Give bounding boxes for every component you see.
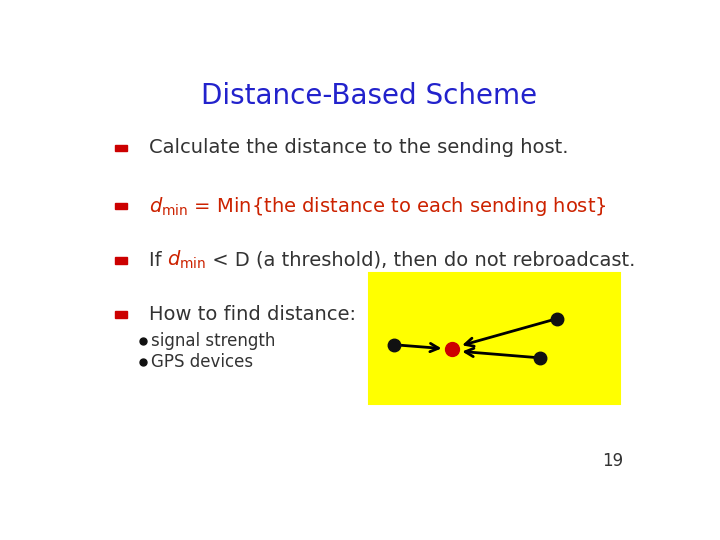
Text: < D (a threshold), then do not rebroadcast.: < D (a threshold), then do not rebroadca… [207, 251, 636, 269]
Text: $\mathit{d}_{\mathrm{min}}$ = Min{the distance to each sending host}: $\mathit{d}_{\mathrm{min}}$ = Min{the di… [148, 195, 606, 218]
Text: signal strength: signal strength [151, 332, 276, 350]
Text: 19: 19 [602, 452, 623, 470]
Bar [114, 257, 127, 264]
Bar [369, 273, 620, 404]
Text: Distance-Based Scheme: Distance-Based Scheme [201, 82, 537, 110]
Bar [114, 311, 127, 318]
Bar [114, 145, 127, 151]
Bar [114, 203, 127, 210]
Text: GPS devices: GPS devices [151, 353, 253, 371]
Text: $\mathit{d}_{\mathrm{min}}$: $\mathit{d}_{\mathrm{min}}$ [168, 249, 207, 272]
Text: Calculate the distance to the sending host.: Calculate the distance to the sending ho… [148, 138, 568, 158]
Text: If: If [148, 251, 168, 269]
Text: How to find distance:: How to find distance: [148, 305, 356, 324]
